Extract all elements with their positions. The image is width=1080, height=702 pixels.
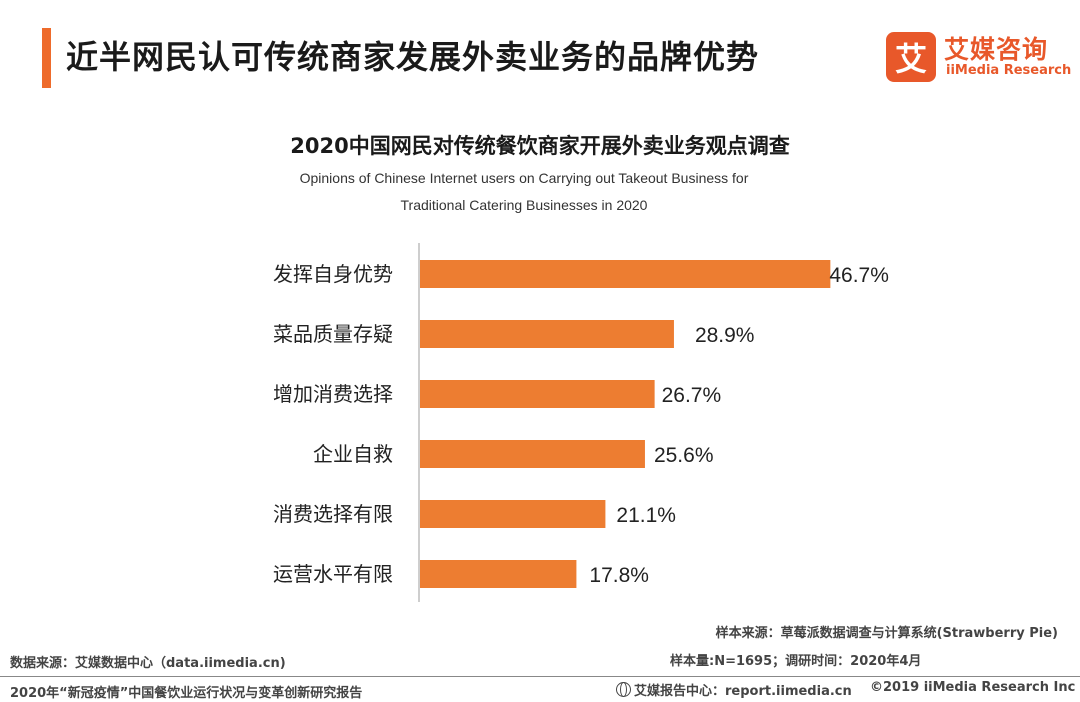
- category-label: 运营水平有限: [273, 562, 393, 586]
- bar: [420, 380, 655, 408]
- report-name: 2020年“新冠疫情”中国餐饮业运行状况与变革创新研究报告: [10, 686, 363, 701]
- value-label: 21.1%: [616, 504, 676, 527]
- logo-name-en: iiMedia Research: [946, 63, 1072, 78]
- sample-size: 样本量:N=1695；调研时间：2020年4月: [670, 654, 922, 669]
- value-label: 17.8%: [589, 564, 649, 587]
- category-label: 消费选择有限: [273, 502, 393, 526]
- chart-title: 2020中国网民对传统餐饮商家开展外卖业务观点调查: [290, 134, 790, 158]
- bar: [420, 500, 606, 528]
- category-label: 菜品质量存疑: [273, 322, 393, 346]
- category-label: 增加消费选择: [273, 382, 393, 406]
- report-center-text: 艾媒报告中心：report.iimedia.cn: [634, 684, 852, 699]
- title-accent-bar: [42, 28, 51, 88]
- logo-name-cn: 艾媒咨询: [944, 35, 1049, 64]
- footer-divider: [0, 676, 1080, 677]
- chart-subtitle-line-2: Traditional Catering Businesses in 2020: [400, 197, 648, 213]
- bar: [420, 560, 577, 588]
- logo-mark-icon: 艾: [886, 32, 936, 82]
- value-label: 28.9%: [695, 324, 755, 347]
- bar: [420, 260, 831, 288]
- value-label: 46.7%: [829, 264, 889, 287]
- iimedia-logo: 艾 艾媒咨询 iiMedia Research: [886, 30, 1071, 84]
- copyright: ©2019 iiMedia Research Inc: [870, 680, 1076, 695]
- category-label: 发挥自身优势: [273, 262, 393, 286]
- bar: [420, 320, 674, 348]
- data-source: 数据来源：艾媒数据中心（data.iimedia.cn): [10, 656, 286, 671]
- value-label: 25.6%: [654, 444, 714, 467]
- bar: [420, 440, 645, 468]
- sample-source: 样本来源：草莓派数据调查与计算系统(Strawberry Pie): [715, 626, 1058, 641]
- page-title: 近半网民认可传统商家发展外卖业务的品牌优势: [66, 38, 760, 76]
- report-center: 艾媒报告中心：report.iimedia.cn: [616, 680, 852, 699]
- chart-subtitle-line-1: Opinions of Chinese Internet users on Ca…: [299, 170, 749, 186]
- category-label: 企业自救: [313, 442, 393, 466]
- value-label: 26.7%: [662, 384, 722, 407]
- globe-icon: [616, 682, 631, 697]
